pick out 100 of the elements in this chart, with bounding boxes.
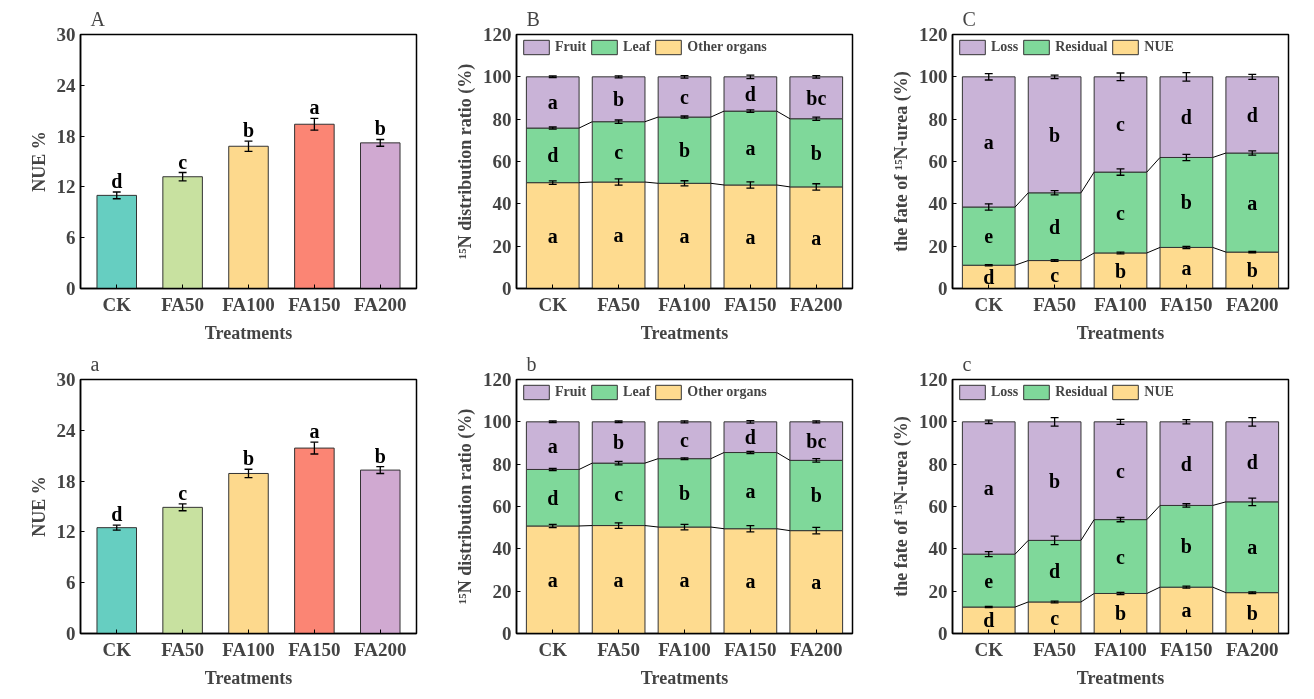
chart-title: c	[962, 352, 972, 375]
y-tick-label: 120	[483, 369, 512, 390]
x-tick-label: FA50	[161, 293, 205, 315]
x-tick-label: FA50	[1033, 293, 1077, 315]
annotation: e	[984, 569, 994, 592]
annotation: d	[983, 265, 995, 288]
x-tick-label: CK	[974, 293, 1004, 315]
annotation: d	[111, 169, 123, 192]
annotation: c	[614, 140, 624, 163]
annotation: c	[178, 481, 188, 504]
x-tick-label: FA100	[658, 293, 711, 315]
y-tick-label: 60	[492, 496, 512, 517]
y-tick-label: 0	[66, 278, 76, 299]
annotation: d	[1180, 452, 1192, 475]
x-axis-title: Treatments	[1076, 667, 1165, 688]
y-tick-label: 6	[66, 227, 76, 249]
x-axis-title: Treatments	[640, 322, 729, 343]
chart-title: a	[90, 352, 100, 375]
legend-label: Loss	[991, 384, 1019, 400]
chart-title: A	[90, 7, 106, 30]
x-tick-label: FA150	[724, 293, 777, 315]
x-tick-label: CK	[538, 638, 568, 660]
x-tick-label: FA50	[597, 638, 641, 660]
y-tick-label: 20	[928, 235, 948, 257]
y-tick-label: 80	[928, 108, 948, 130]
y-tick-label: 60	[928, 496, 948, 517]
annotation: a	[745, 137, 756, 160]
annotation: d	[744, 426, 756, 449]
y-tick-label: 80	[492, 108, 512, 130]
y-tick-label: 40	[928, 193, 948, 215]
x-tick-label: FA150	[1160, 638, 1213, 660]
annotation: b	[1180, 535, 1192, 558]
bar	[228, 472, 269, 634]
annotation: a	[679, 569, 690, 592]
x-axis-title: Treatments	[1076, 322, 1165, 343]
bar	[228, 145, 269, 289]
legend-label: Other organs	[687, 384, 767, 400]
annotation: a	[547, 91, 558, 114]
annotation: a	[745, 479, 756, 502]
annotation: a	[811, 226, 822, 249]
annotation: b	[613, 88, 625, 111]
chart-title: B	[526, 7, 540, 30]
annotation: b	[374, 117, 386, 140]
annotation: c	[1116, 113, 1126, 136]
annotation: c	[1116, 201, 1126, 224]
annotation: d	[111, 503, 123, 526]
y-tick-label: 120	[919, 369, 948, 390]
x-tick-label: FA100	[658, 638, 711, 660]
annotation: b	[1049, 123, 1061, 146]
x-tick-label: FA50	[1033, 638, 1077, 660]
annotation: a	[679, 224, 690, 247]
legend-label: Loss	[991, 39, 1019, 55]
annotation: c	[1116, 545, 1126, 568]
annotation: a	[309, 420, 320, 443]
annotation: b	[810, 141, 822, 164]
x-tick-label: FA50	[597, 293, 641, 315]
annotation: a	[1247, 191, 1258, 214]
y-axis-title: the fate of ¹⁵N-urea (%)	[891, 71, 912, 252]
legend-label: Residual	[1055, 384, 1108, 400]
bar	[162, 506, 203, 634]
chart-title: b	[526, 352, 537, 375]
annotation: d	[744, 82, 756, 105]
annotation: d	[1246, 450, 1258, 473]
x-tick-label: CK	[102, 638, 132, 660]
x-tick-label: FA100	[1094, 638, 1147, 660]
annotation: b	[678, 481, 691, 504]
annotation: d	[547, 144, 559, 167]
annotation: a	[745, 570, 756, 593]
annotation: d	[983, 609, 995, 632]
y-tick-label: 40	[928, 538, 948, 560]
annotation: a	[613, 568, 624, 591]
annotation: b	[1246, 602, 1258, 625]
y-tick-label: 0	[502, 278, 512, 299]
annotation: e	[984, 225, 994, 248]
x-tick-label: FA150	[724, 638, 777, 660]
y-tick-label: 100	[919, 411, 948, 433]
annotation: a	[983, 130, 994, 153]
annotation: a	[309, 96, 320, 119]
y-axis-title: NUE %	[28, 476, 49, 537]
x-axis-title: Treatments	[204, 667, 293, 688]
annotation: bc	[806, 86, 827, 109]
x-tick-label: FA200	[354, 638, 407, 660]
bar	[360, 142, 401, 289]
annotation: c	[1050, 263, 1060, 286]
y-tick-label: 120	[483, 24, 512, 45]
annotation: d	[1049, 215, 1061, 238]
annotation: a	[547, 568, 558, 591]
y-tick-label: 40	[492, 193, 512, 215]
y-tick-label: 20	[928, 580, 948, 602]
bar	[96, 194, 137, 289]
annotation: d	[547, 486, 559, 509]
bar	[360, 469, 401, 634]
x-tick-label: FA100	[1094, 293, 1147, 315]
annotation: b	[374, 444, 386, 467]
annotation: a	[1247, 536, 1258, 559]
bar	[162, 176, 203, 289]
x-tick-label: CK	[102, 293, 132, 315]
y-tick-label: 30	[56, 369, 76, 390]
legend-label: Residual	[1055, 39, 1108, 55]
y-tick-label: 0	[66, 623, 76, 644]
